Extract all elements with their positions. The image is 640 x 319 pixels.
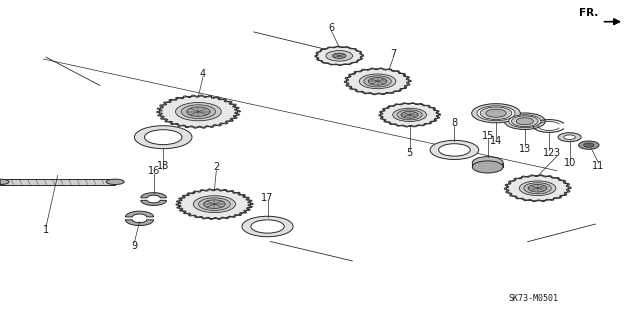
Ellipse shape xyxy=(242,216,293,237)
Text: 7: 7 xyxy=(390,48,397,59)
Ellipse shape xyxy=(393,108,426,122)
Ellipse shape xyxy=(430,140,479,160)
Ellipse shape xyxy=(251,220,284,233)
Ellipse shape xyxy=(326,50,353,61)
Ellipse shape xyxy=(472,161,503,173)
Text: 5: 5 xyxy=(406,148,413,158)
Ellipse shape xyxy=(504,113,545,130)
Ellipse shape xyxy=(193,196,236,212)
Polygon shape xyxy=(141,193,166,198)
Ellipse shape xyxy=(480,107,512,119)
Ellipse shape xyxy=(134,126,192,149)
Ellipse shape xyxy=(181,105,216,118)
Ellipse shape xyxy=(204,200,225,208)
Text: 3: 3 xyxy=(554,148,560,158)
Ellipse shape xyxy=(506,176,569,201)
Text: 12: 12 xyxy=(543,148,556,158)
Ellipse shape xyxy=(187,107,210,116)
Text: 8: 8 xyxy=(451,118,458,128)
Ellipse shape xyxy=(558,133,581,142)
Ellipse shape xyxy=(579,141,599,149)
Ellipse shape xyxy=(106,179,124,184)
Ellipse shape xyxy=(438,144,470,156)
Ellipse shape xyxy=(472,157,503,169)
Polygon shape xyxy=(141,200,166,205)
Ellipse shape xyxy=(381,103,438,126)
Text: 14: 14 xyxy=(490,136,502,146)
Text: 1: 1 xyxy=(43,225,49,235)
Text: 13: 13 xyxy=(518,144,531,154)
Ellipse shape xyxy=(364,76,391,87)
Ellipse shape xyxy=(359,74,396,89)
Text: 17: 17 xyxy=(261,193,274,203)
Text: SK73-M0501: SK73-M0501 xyxy=(509,294,559,303)
Text: 11: 11 xyxy=(592,161,605,171)
Text: 15: 15 xyxy=(481,130,494,141)
Ellipse shape xyxy=(346,69,409,94)
Text: 6: 6 xyxy=(328,23,335,33)
Ellipse shape xyxy=(401,111,418,118)
Polygon shape xyxy=(125,211,154,217)
Text: 16: 16 xyxy=(147,166,160,176)
Polygon shape xyxy=(125,220,154,226)
Ellipse shape xyxy=(159,96,237,127)
Ellipse shape xyxy=(175,102,221,121)
Ellipse shape xyxy=(528,184,547,192)
Text: 9: 9 xyxy=(131,241,138,251)
Text: 4: 4 xyxy=(200,69,206,79)
Ellipse shape xyxy=(516,118,533,125)
Ellipse shape xyxy=(198,198,230,211)
Polygon shape xyxy=(0,179,115,184)
Ellipse shape xyxy=(486,109,506,117)
Ellipse shape xyxy=(332,53,346,58)
Ellipse shape xyxy=(524,183,551,194)
Ellipse shape xyxy=(519,181,556,196)
Ellipse shape xyxy=(316,47,362,65)
Text: 18: 18 xyxy=(157,161,170,171)
Ellipse shape xyxy=(368,78,387,85)
Text: FR.: FR. xyxy=(579,8,598,18)
Ellipse shape xyxy=(564,135,575,139)
Ellipse shape xyxy=(511,116,538,127)
Ellipse shape xyxy=(179,190,250,219)
Text: 10: 10 xyxy=(563,158,576,168)
Ellipse shape xyxy=(397,110,422,120)
Ellipse shape xyxy=(472,104,520,123)
Ellipse shape xyxy=(145,130,182,145)
Ellipse shape xyxy=(584,143,594,147)
Ellipse shape xyxy=(509,115,541,128)
Ellipse shape xyxy=(0,179,9,184)
Ellipse shape xyxy=(477,106,515,121)
Text: 2: 2 xyxy=(213,162,220,173)
